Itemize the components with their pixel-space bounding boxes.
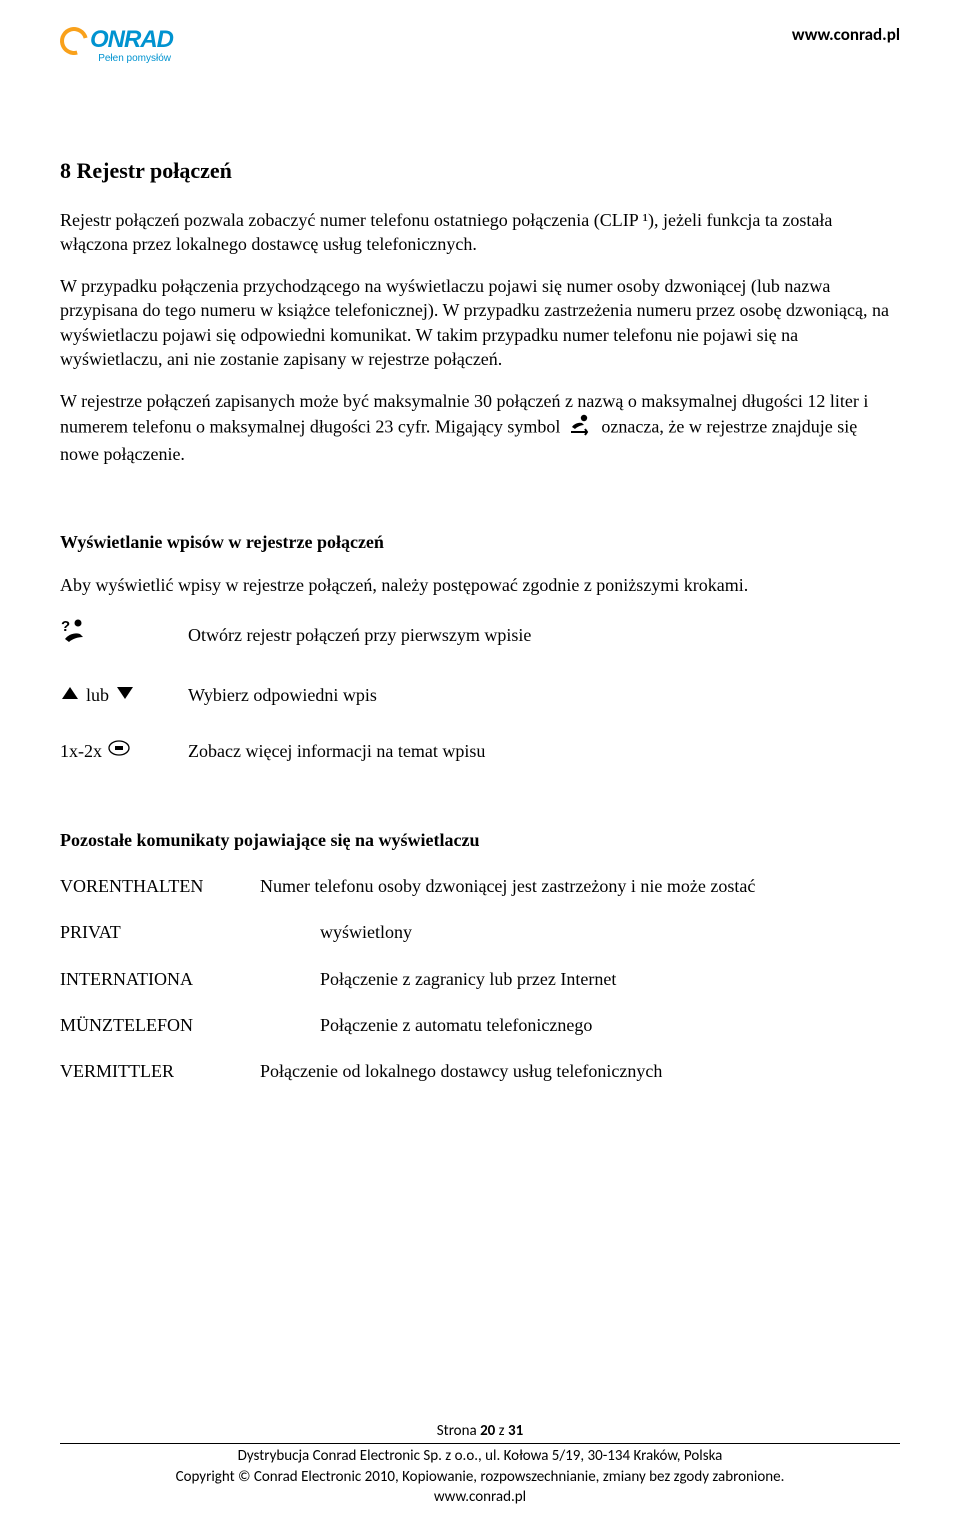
messages-val: wyświetlony — [260, 920, 900, 944]
footer-page-of: 31 — [508, 1422, 523, 1440]
footer-line-1: Dystrybucja Conrad Electronic Sp. z o.o.… — [60, 1446, 900, 1466]
step-prefix-count: 1x-2x — [60, 739, 102, 763]
body-paragraph-2: W przypadku połączenia przychodzącego na… — [60, 274, 900, 371]
document-page: ONRAD Pełen pomysłów www.conrad.pl 8 Rej… — [0, 0, 960, 1529]
messages-table: VORENTHALTEN Numer telefonu osoby dzwoni… — [60, 874, 900, 1083]
svg-text:?: ? — [61, 618, 70, 635]
logo-tagline: Pełen pomysłów — [98, 52, 171, 66]
messages-row: PRIVAT wyświetlony — [60, 920, 900, 944]
logo-c-icon — [55, 22, 93, 60]
ok-button-icon — [108, 737, 130, 765]
footer-line-3: www.conrad.pl — [60, 1487, 900, 1507]
messages-val: Numer telefonu osoby dzwoniącej jest zas… — [260, 874, 900, 898]
step-separator-lub: lub — [86, 683, 109, 707]
caller-question-icon: ? — [60, 617, 90, 653]
body-paragraph-3: W rejestrze połączeń zapisanych może być… — [60, 389, 900, 466]
step-icon-area-1: ? — [60, 617, 170, 653]
step-row-2: lub Wybierz odpowiedni wpis — [60, 683, 900, 707]
step-row-3: 1x-2x Zobacz więcej informacji na temat … — [60, 737, 900, 765]
messages-key: VERMITTLER — [60, 1059, 260, 1083]
footer-page-label-a: Strona — [437, 1422, 480, 1440]
messages-key: PRIVAT — [60, 920, 260, 944]
footer-line-2: Copyright © Conrad Electronic 2010, Kopi… — [60, 1467, 900, 1487]
subsection-other-msgs: Pozostałe komunikaty pojawiające się na … — [60, 828, 900, 852]
page-header: ONRAD Pełen pomysłów www.conrad.pl — [60, 24, 900, 66]
step-text-3: Zobacz więcej informacji na temat wpisu — [188, 739, 485, 763]
messages-val: Połączenie z automatu telefonicznego — [260, 1013, 900, 1037]
subsection-display-heading: Wyświetlanie wpisów w rejestrze połączeń — [60, 530, 900, 554]
arrow-up-icon — [60, 683, 80, 707]
step-icon-area-3: 1x-2x — [60, 737, 170, 765]
step-icon-area-2: lub — [60, 683, 170, 707]
messages-row: VERMITTLER Połączenie od lokalnego dosta… — [60, 1059, 900, 1083]
missed-call-icon — [569, 414, 593, 442]
step-row-1: ? Otwórz rejestr połączeń przy pierwszym… — [60, 617, 900, 653]
footer-page-number: Strona 20 z 31 — [60, 1421, 900, 1441]
arrow-down-icon — [115, 683, 135, 707]
step-text-2: Wybierz odpowiedni wpis — [188, 683, 377, 707]
footer-rule — [60, 1443, 900, 1444]
footer-page-label-b: z — [495, 1422, 508, 1440]
messages-key: MÜNZTELEFON — [60, 1013, 260, 1037]
section-title: 8 Rejestr połączeń — [60, 156, 900, 186]
steps-list: ? Otwórz rejestr połączeń przy pierwszym… — [60, 617, 900, 766]
messages-val: Połączenie od lokalnego dostawcy usług t… — [260, 1059, 900, 1083]
footer-page-x: 20 — [480, 1422, 495, 1440]
header-url: www.conrad.pl — [792, 24, 900, 47]
messages-val: Połączenie z zagranicy lub przez Interne… — [260, 967, 900, 991]
page-footer: Strona 20 z 31 Dystrybucja Conrad Electr… — [60, 1421, 900, 1507]
messages-row: MÜNZTELEFON Połączenie z automatu telefo… — [60, 1013, 900, 1037]
messages-key: INTERNATIONA — [60, 967, 260, 991]
step-text-1: Otwórz rejestr połączeń przy pierwszym w… — [188, 623, 531, 647]
messages-row: INTERNATIONA Połączenie z zagranicy lub … — [60, 967, 900, 991]
messages-row: VORENTHALTEN Numer telefonu osoby dzwoni… — [60, 874, 900, 898]
display-intro: Aby wyświetlić wpisy w rejestrze połącze… — [60, 573, 900, 597]
brand-logo: ONRAD Pełen pomysłów — [60, 24, 173, 66]
messages-key: VORENTHALTEN — [60, 874, 260, 898]
body-paragraph-1: Rejestr połączeń pozwala zobaczyć numer … — [60, 208, 900, 257]
